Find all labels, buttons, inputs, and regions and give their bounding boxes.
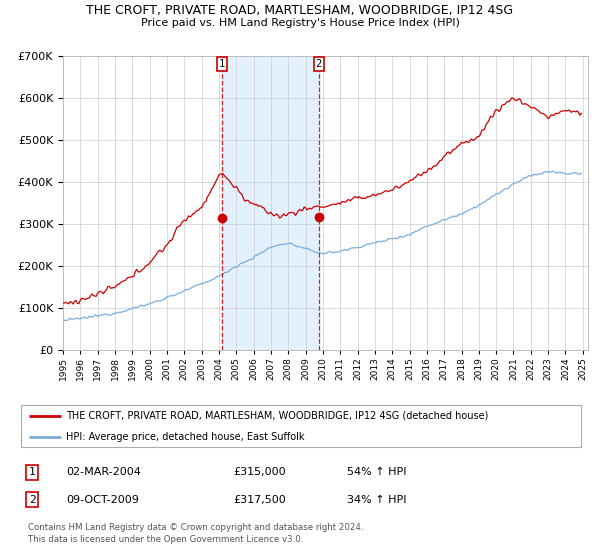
Text: Price paid vs. HM Land Registry's House Price Index (HPI): Price paid vs. HM Land Registry's House … [140, 18, 460, 28]
Text: 1: 1 [29, 467, 35, 477]
Text: 02-MAR-2004: 02-MAR-2004 [66, 467, 141, 477]
Text: THE CROFT, PRIVATE ROAD, MARTLESHAM, WOODBRIDGE, IP12 4SG (detached house): THE CROFT, PRIVATE ROAD, MARTLESHAM, WOO… [66, 410, 488, 421]
Text: 2: 2 [316, 59, 322, 69]
Text: 2: 2 [29, 495, 35, 505]
Text: 1: 1 [219, 59, 225, 69]
Text: £317,500: £317,500 [233, 495, 286, 505]
Bar [222, 56, 319, 350]
Text: This data is licensed under the Open Government Licence v3.0.: This data is licensed under the Open Gov… [28, 535, 304, 544]
Text: 54% ↑ HPI: 54% ↑ HPI [347, 467, 406, 477]
Text: Contains HM Land Registry data © Crown copyright and database right 2024.: Contains HM Land Registry data © Crown c… [28, 523, 364, 532]
Text: THE CROFT, PRIVATE ROAD, MARTLESHAM, WOODBRIDGE, IP12 4SG: THE CROFT, PRIVATE ROAD, MARTLESHAM, WOO… [86, 4, 514, 17]
Text: 34% ↑ HPI: 34% ↑ HPI [347, 495, 406, 505]
Text: HPI: Average price, detached house, East Suffolk: HPI: Average price, detached house, East… [66, 432, 305, 442]
Text: 09-OCT-2009: 09-OCT-2009 [66, 495, 139, 505]
FancyBboxPatch shape [21, 405, 581, 447]
Text: £315,000: £315,000 [233, 467, 286, 477]
